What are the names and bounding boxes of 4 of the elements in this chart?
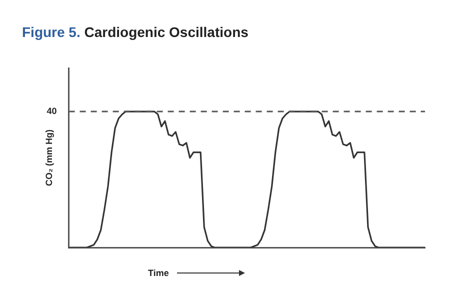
x-axis-title: Time	[148, 268, 169, 278]
text: 40	[46, 106, 57, 116]
chart-title: Figure 5. Cardiogenic Oscillations	[22, 24, 248, 40]
y-axis-title: CO₂ (mm Hg)	[44, 130, 54, 186]
